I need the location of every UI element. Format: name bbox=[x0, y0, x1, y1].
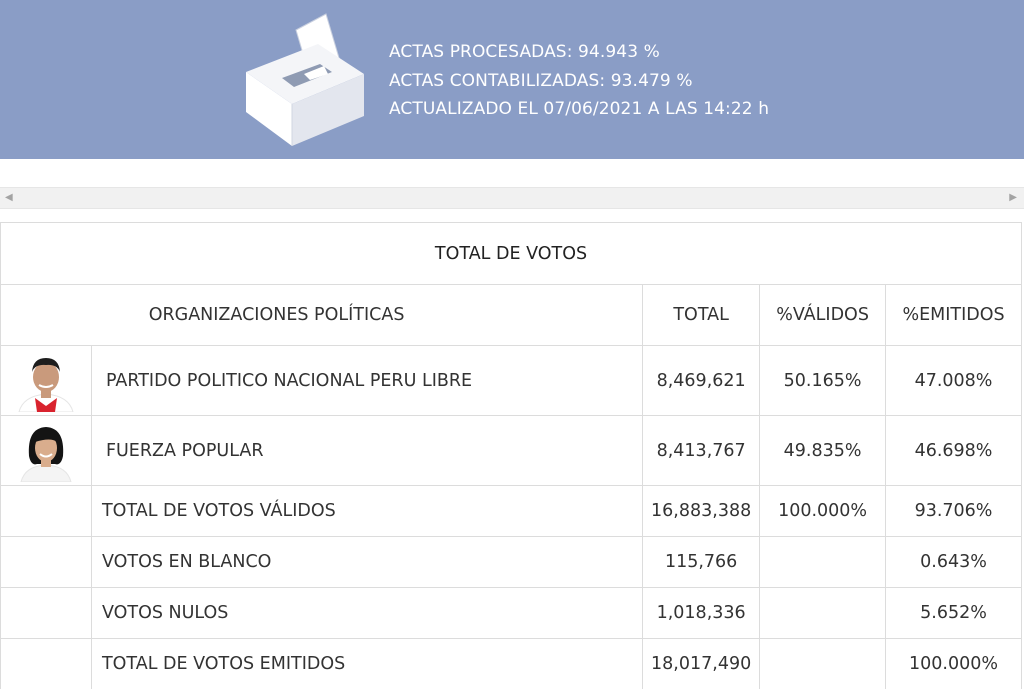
table-header-row: ORGANIZACIONES POLÍTICAS TOTAL %VÁLIDOS … bbox=[0, 284, 1022, 346]
header-pct-valid: %VÁLIDOS bbox=[759, 284, 887, 346]
summary-pct-valid bbox=[759, 638, 887, 689]
summary-pct-valid: 100.000% bbox=[759, 485, 887, 537]
org-name: FUERZA POPULAR bbox=[90, 415, 644, 486]
candidate-photo-male bbox=[14, 349, 77, 412]
table-row: VOTOS EN BLANCO 115,766 0.643% bbox=[0, 536, 1022, 588]
summary-total: 115,766 bbox=[642, 536, 761, 588]
table-row: TOTAL DE VOTOS VÁLIDOS 16,883,388 100.00… bbox=[0, 485, 1022, 537]
table-row: TOTAL DE VOTOS EMITIDOS 18,017,490 100.0… bbox=[0, 638, 1022, 689]
table-row: PARTIDO POLITICO NACIONAL PERU LIBRE 8,4… bbox=[0, 345, 1022, 416]
banner-text: ACTAS PROCESADAS: 94.943 % ACTAS CONTABI… bbox=[389, 38, 769, 124]
summary-total: 18,017,490 bbox=[642, 638, 761, 689]
table-row: VOTOS NULOS 1,018,336 5.652% bbox=[0, 587, 1022, 639]
summary-pct-emitted: 100.000% bbox=[885, 638, 1022, 689]
header-pct-emitted: %EMITIDOS bbox=[885, 284, 1022, 346]
header-organizations: ORGANIZACIONES POLÍTICAS bbox=[0, 284, 644, 346]
results-banner: ACTAS PROCESADAS: 94.943 % ACTAS CONTABI… bbox=[0, 0, 1024, 159]
empty-photo-cell bbox=[0, 485, 92, 537]
org-name: PARTIDO POLITICO NACIONAL PERU LIBRE bbox=[90, 345, 644, 416]
org-pct-valid: 50.165% bbox=[759, 345, 887, 416]
actas-contabilizadas: ACTAS CONTABILIZADAS: 93.479 % bbox=[389, 70, 693, 91]
summary-pct-emitted: 93.706% bbox=[885, 485, 1022, 537]
ballot-box-icon bbox=[246, 13, 364, 146]
org-pct-emitted: 46.698% bbox=[885, 415, 1022, 486]
header-total: TOTAL bbox=[642, 284, 761, 346]
candidate-photo-cell bbox=[0, 415, 92, 486]
summary-pct-emitted: 5.652% bbox=[885, 587, 1022, 639]
empty-photo-cell bbox=[0, 536, 92, 588]
org-total: 8,469,621 bbox=[642, 345, 761, 416]
summary-pct-valid bbox=[759, 587, 887, 639]
empty-photo-cell bbox=[0, 587, 92, 639]
summary-total: 16,883,388 bbox=[642, 485, 761, 537]
table-title: TOTAL DE VOTOS bbox=[0, 222, 1022, 285]
last-updated: ACTUALIZADO EL 07/06/2021 A LAS 14:22 h bbox=[389, 99, 770, 119]
summary-pct-valid bbox=[759, 536, 887, 588]
summary-label: VOTOS NULOS bbox=[90, 587, 644, 639]
summary-label: TOTAL DE VOTOS EMITIDOS bbox=[90, 638, 644, 689]
summary-total: 1,018,336 bbox=[642, 587, 761, 639]
summary-label: TOTAL DE VOTOS VÁLIDOS bbox=[90, 485, 644, 537]
org-total: 8,413,767 bbox=[642, 415, 761, 486]
candidate-photo-female bbox=[14, 419, 77, 482]
org-pct-emitted: 47.008% bbox=[885, 345, 1022, 416]
candidate-photo-cell bbox=[0, 345, 92, 416]
votes-table: TOTAL DE VOTOS ORGANIZACIONES POLÍTICAS … bbox=[0, 222, 1022, 689]
scroll-left-arrow-icon[interactable]: ◀ bbox=[5, 192, 13, 203]
summary-pct-emitted: 0.643% bbox=[885, 536, 1022, 588]
summary-label: VOTOS EN BLANCO bbox=[90, 536, 644, 588]
empty-photo-cell bbox=[0, 638, 92, 689]
actas-procesadas: ACTAS PROCESADAS: 94.943 % bbox=[389, 42, 660, 62]
org-pct-valid: 49.835% bbox=[759, 415, 887, 486]
horizontal-scrollbar[interactable]: ◀ ▶ bbox=[0, 187, 1024, 209]
table-row: FUERZA POPULAR 8,413,767 49.835% 46.698% bbox=[0, 415, 1022, 486]
scroll-right-arrow-icon[interactable]: ▶ bbox=[1009, 192, 1017, 203]
